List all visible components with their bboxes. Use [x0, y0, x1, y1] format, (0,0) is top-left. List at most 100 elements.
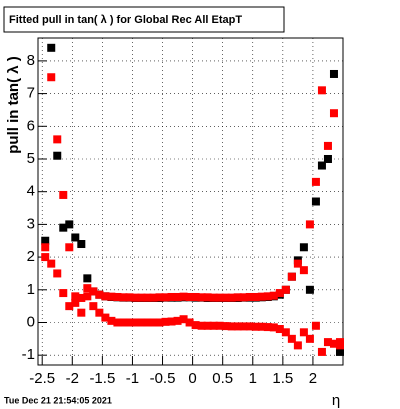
x-tick-label: 0 [188, 370, 196, 387]
marker [155, 318, 164, 327]
marker [71, 292, 80, 301]
x-tick-label: 1 [249, 370, 257, 387]
chart-title: Fitted pull in tan( λ ) for Global Rec A… [9, 14, 242, 26]
marker [59, 190, 68, 199]
y-tick-label: 6 [27, 117, 35, 134]
marker [95, 308, 104, 317]
marker [179, 292, 188, 301]
marker [317, 347, 326, 356]
marker [83, 292, 92, 301]
marker [137, 293, 146, 302]
marker [143, 293, 152, 302]
y-tick-label: 1 [27, 281, 35, 298]
y-tick-label: 7 [27, 85, 35, 102]
marker [125, 293, 134, 302]
marker [71, 233, 80, 242]
marker [65, 220, 74, 229]
y-axis-label: pull in tan( λ ) [5, 56, 22, 154]
marker [287, 272, 296, 281]
marker [335, 347, 344, 356]
marker [149, 293, 158, 302]
marker [227, 322, 236, 331]
x-tick-label: 2 [309, 370, 317, 387]
marker [197, 321, 206, 330]
marker [257, 292, 266, 301]
marker [227, 293, 236, 302]
x-tick-label: -2 [66, 370, 79, 387]
y-tick-label: 8 [27, 52, 35, 69]
marker [47, 43, 56, 52]
marker [245, 322, 254, 331]
marker [299, 328, 308, 337]
marker [191, 321, 200, 330]
marker [269, 291, 278, 300]
marker [317, 86, 326, 95]
marker [281, 328, 290, 337]
marker [329, 69, 338, 78]
marker [47, 259, 56, 268]
x-tick-label: -0.5 [150, 370, 176, 387]
marker [263, 292, 272, 301]
marker [329, 109, 338, 118]
marker [185, 292, 194, 301]
marker [311, 197, 320, 206]
marker [215, 293, 224, 302]
marker [83, 274, 92, 283]
x-tick-label: 0.5 [212, 370, 233, 387]
marker [131, 318, 140, 327]
marker [323, 338, 332, 347]
y-tick-label: 2 [27, 248, 35, 265]
marker [83, 284, 92, 293]
marker [161, 293, 170, 302]
marker [275, 289, 284, 298]
x-tick-label: -1 [126, 370, 139, 387]
marker [107, 292, 116, 301]
marker [215, 321, 224, 330]
timestamp: Tue Dec 21 21:54:05 2021 [4, 395, 112, 405]
marker [179, 315, 188, 324]
marker [305, 334, 314, 343]
marker [233, 322, 242, 331]
marker [335, 338, 344, 347]
marker [305, 220, 314, 229]
marker [107, 316, 116, 325]
marker [119, 318, 128, 327]
marker [95, 290, 104, 299]
marker [281, 285, 290, 294]
marker [77, 240, 86, 249]
marker [275, 325, 284, 334]
marker [173, 292, 182, 301]
marker [131, 293, 140, 302]
marker [305, 285, 314, 294]
marker [233, 293, 242, 302]
marker [167, 292, 176, 301]
marker [161, 317, 170, 326]
marker [185, 318, 194, 327]
marker [41, 253, 50, 262]
marker [245, 292, 254, 301]
marker [221, 322, 230, 331]
x-axis-label: η [332, 392, 340, 409]
marker [47, 73, 56, 82]
marker [71, 298, 80, 307]
marker [251, 292, 260, 301]
marker [53, 269, 62, 278]
marker [143, 318, 152, 327]
marker [293, 259, 302, 268]
marker [53, 151, 62, 160]
marker [317, 161, 326, 170]
y-tick-label: 5 [27, 150, 35, 167]
marker [59, 223, 68, 232]
marker [323, 154, 332, 163]
marker [209, 293, 218, 302]
marker [101, 292, 110, 301]
marker [59, 289, 68, 298]
marker [125, 318, 134, 327]
marker [221, 293, 230, 302]
marker [239, 322, 248, 331]
marker [287, 334, 296, 343]
marker [155, 293, 164, 302]
marker [41, 243, 50, 252]
